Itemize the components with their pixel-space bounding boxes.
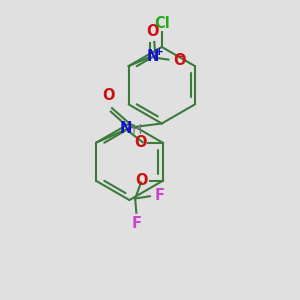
Text: O: O xyxy=(173,53,185,68)
Text: F: F xyxy=(132,216,142,231)
Text: H: H xyxy=(131,123,142,137)
Text: +: + xyxy=(155,47,164,57)
Text: O: O xyxy=(134,135,146,150)
Text: N: N xyxy=(147,49,159,64)
Text: O: O xyxy=(135,173,148,188)
Text: O: O xyxy=(103,88,115,104)
Text: Cl: Cl xyxy=(154,16,170,31)
Text: F: F xyxy=(154,188,164,203)
Text: O: O xyxy=(146,24,158,39)
Text: −: − xyxy=(176,50,185,63)
Text: N: N xyxy=(120,121,132,136)
